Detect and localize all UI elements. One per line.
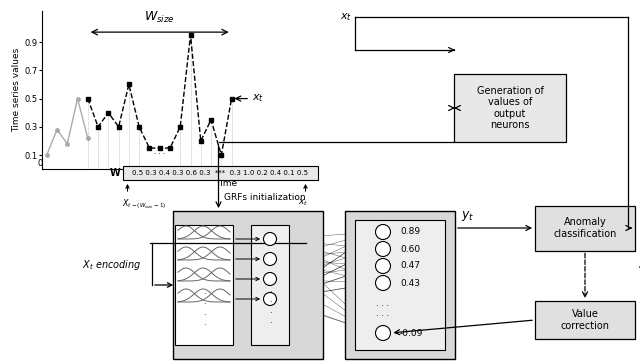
Bar <box>122 166 317 180</box>
Circle shape <box>376 225 390 240</box>
Text: 0: 0 <box>37 159 43 168</box>
Text: Generation of
values of
output
neurons: Generation of values of output neurons <box>477 86 543 130</box>
Text: . . .: . . . <box>376 309 390 317</box>
Circle shape <box>376 258 390 273</box>
Text: W: W <box>110 168 121 178</box>
Bar <box>355 220 445 350</box>
Text: $X_{t-(W_{size}-1)}$: $X_{t-(W_{size}-1)}$ <box>122 197 167 210</box>
Text: .
.
.
.: . . . . <box>269 285 271 325</box>
Bar <box>251 225 289 345</box>
Bar <box>173 211 323 359</box>
Text: $x_t$: $x_t$ <box>340 11 352 23</box>
Text: 0.5 0.3 0.4 0.3 0.6 0.3  ***  0.3 1.0 0.2 0.4 0.1 0.5: 0.5 0.3 0.4 0.3 0.6 0.3 *** 0.3 1.0 0.2 … <box>132 170 308 176</box>
Text: Time: Time <box>216 179 237 188</box>
Bar <box>345 211 455 359</box>
Text: 0.43: 0.43 <box>400 278 420 288</box>
Circle shape <box>264 253 276 265</box>
Text: $X_t$ encoding: $X_t$ encoding <box>82 258 142 272</box>
Text: 0.89: 0.89 <box>400 228 420 237</box>
Circle shape <box>376 325 390 340</box>
Text: . . .: . . . <box>154 149 165 155</box>
Circle shape <box>376 276 390 290</box>
Circle shape <box>376 241 390 257</box>
Text: -0.09: -0.09 <box>400 328 424 337</box>
Bar <box>535 301 635 339</box>
Text: Value
correction: Value correction <box>561 309 609 331</box>
Text: Anomaly
classification: Anomaly classification <box>554 217 617 239</box>
Y-axis label: Time series values: Time series values <box>12 48 21 132</box>
Bar <box>535 206 635 250</box>
Text: 0.60: 0.60 <box>400 245 420 253</box>
Text: $W_{size}$: $W_{size}$ <box>144 10 175 25</box>
Text: $x_t$: $x_t$ <box>252 93 264 104</box>
Circle shape <box>264 233 276 245</box>
Text: $x_t$: $x_t$ <box>298 197 308 207</box>
Text: . . .: . . . <box>376 300 390 309</box>
Text: .
.
.
.: . . . . <box>203 287 205 327</box>
Text: Anomaly
not
detected: Anomaly not detected <box>639 261 640 290</box>
Text: GRFs initialization: GRFs initialization <box>223 194 305 202</box>
Bar <box>175 225 233 345</box>
Text: $y_t$: $y_t$ <box>461 209 474 223</box>
Circle shape <box>264 293 276 305</box>
Text: 0.47: 0.47 <box>400 261 420 270</box>
Circle shape <box>264 273 276 285</box>
Bar <box>454 74 566 142</box>
